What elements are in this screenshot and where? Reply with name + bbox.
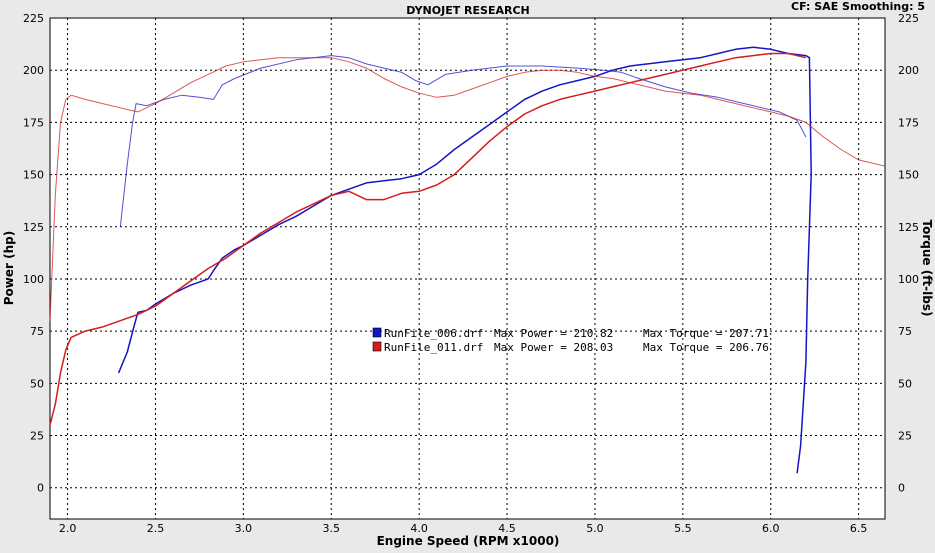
y2-tick-label: 100 [898,273,919,286]
y-tick-label: 100 [23,273,44,286]
series-line-power-runfile-011-drf [49,52,807,426]
x-tick-label: 3.0 [235,522,253,535]
legend-power-run011: Max Power = 208.03 [494,341,613,354]
x-tick-label: 2.5 [147,522,165,535]
y-tick-label: 150 [23,169,44,182]
chart-title: DYNOJET RESEARCH [406,4,529,17]
legend-torque-run006: Max Torque = 207.71 [643,327,769,340]
tick-labels: 2.0 2.5 3.0 3.5 4.0 4.5 5.0 5.5 6.0 6.5 0 25 50 75 100… [23,12,919,535]
y2-tick-label: 150 [898,169,919,182]
y2-tick-label: 75 [898,325,912,338]
y2-tick-label: 0 [898,482,905,495]
legend-swatch-run006 [372,327,382,338]
legend-item-run011: RunFile_011.drf Max Power = 208.03 Max T… [372,341,769,354]
x-tick-label: 4.5 [498,522,516,535]
legend-swatch-run011 [372,341,382,352]
y-tick-label: 75 [30,325,44,338]
y-tick-label: 50 [30,377,44,390]
legend-power-run006: Max Power = 210.82 [494,327,613,340]
x-tick-label: 3.5 [323,522,341,535]
x-tick-label: 6.0 [762,522,780,535]
y-tick-label: 25 [30,430,44,443]
y-tick-label: 0 [37,482,44,495]
y-tick-label: 200 [23,64,44,77]
legend: RunFile_006.drf Max Power = 210.82 Max T… [372,327,769,354]
series-line-torque-runfile-011-drf [49,57,886,321]
y2-tick-label: 50 [898,377,912,390]
y2-tick-label: 225 [898,12,919,25]
x-tick-label: 6.5 [850,522,868,535]
x-tick-label: 5.5 [674,522,692,535]
y2-tick-label: 25 [898,430,912,443]
grid-lines [50,17,885,519]
series-line-power-runfile-006-drf [117,46,812,474]
x-tick-label: 4.0 [410,522,428,535]
y-axis-label: Power (hp) [2,231,16,305]
plot-area [49,17,886,520]
series-layer [49,46,886,474]
y2-tick-label: 200 [898,64,919,77]
y2-tick-label: 125 [898,221,919,234]
y2-axis-label: Torque (ft-lbs) [920,220,934,317]
legend-file-run011: RunFile_011.drf [384,341,483,354]
legend-file-run006: RunFile_006.drf [384,327,483,340]
y2-tick-label: 175 [898,116,919,129]
y-tick-label: 225 [23,12,44,25]
x-axis-label: Engine Speed (RPM x1000) [377,534,560,548]
series-line-torque-runfile-006-drf [119,55,807,227]
x-tick-label: 5.0 [586,522,604,535]
legend-item-run006: RunFile_006.drf Max Power = 210.82 Max T… [372,327,769,340]
y-tick-label: 175 [23,116,44,129]
y-tick-label: 125 [23,221,44,234]
calibration-info: CF: SAE Smoothing: 5 [791,0,925,13]
legend-torque-run011: Max Torque = 206.76 [643,341,769,354]
x-tick-label: 2.0 [59,522,77,535]
